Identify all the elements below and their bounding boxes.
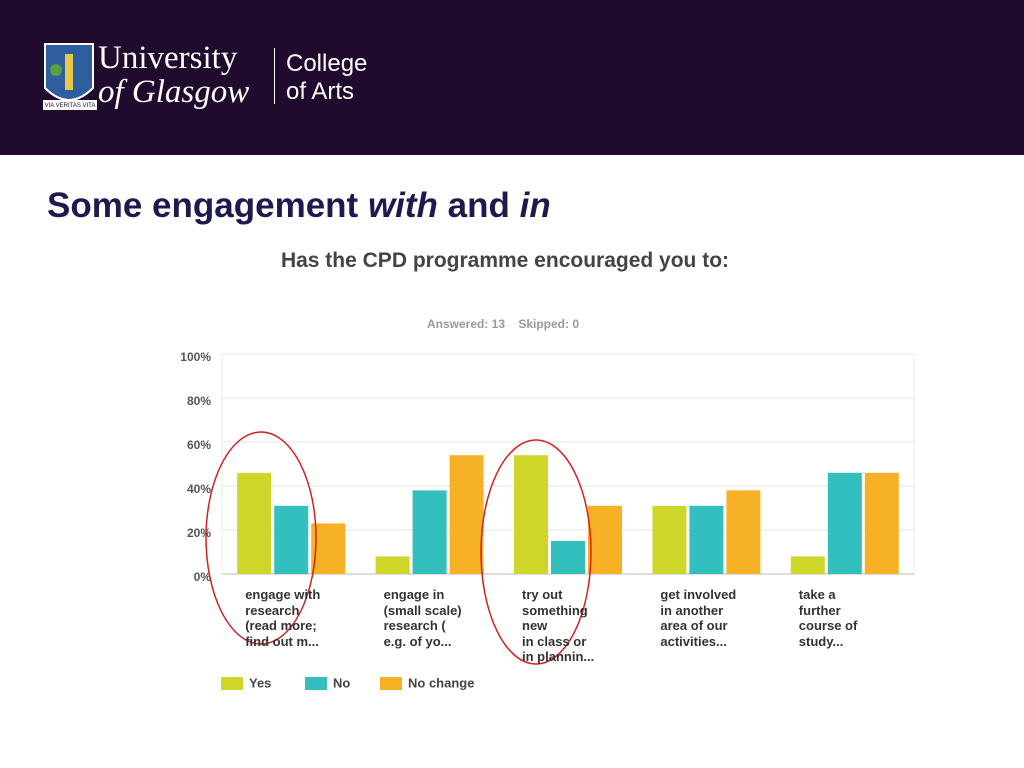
chart-title: Has the CPD programme encouraged you to: <box>280 249 730 272</box>
bar <box>237 472 272 574</box>
title-part: Some engagement <box>47 186 359 225</box>
divider <box>274 48 275 104</box>
legend-label: No change <box>408 675 474 690</box>
motto: VIA VERITAS VITA <box>45 103 96 109</box>
y-tick-label: 60% <box>187 438 211 452</box>
chart-subtitle: Answered: 13 Skipped: 0 <box>427 317 579 331</box>
bar <box>689 505 724 574</box>
crest: VIA VERITAS VITA <box>43 43 97 110</box>
college-line: of Arts <box>286 78 355 105</box>
bar <box>726 490 761 574</box>
bar <box>274 505 309 574</box>
legend-swatch <box>305 677 327 690</box>
bar <box>790 556 825 574</box>
legend-swatch <box>380 677 402 690</box>
bar <box>412 490 447 574</box>
y-tick-label: 0% <box>194 570 212 584</box>
legend-swatch <box>221 677 243 690</box>
bar <box>375 556 410 574</box>
x-tick-label: get involved in another area of our acti… <box>660 587 737 649</box>
x-tick-label: engage with research (read more; find ou… <box>245 587 321 649</box>
x-tick-label: engage in (small scale) research ( e.g. … <box>383 587 462 649</box>
university-line: of Glasgow <box>98 74 250 110</box>
header: VIA VERITAS VITA University of Glasgow C… <box>0 0 1024 155</box>
bar <box>551 541 585 574</box>
legend-label: Yes <box>249 675 271 690</box>
y-tick-label: 40% <box>187 482 211 496</box>
college-line: College <box>286 50 368 77</box>
slide-title: Some engagement with and in <box>47 186 551 226</box>
bar <box>652 505 687 574</box>
x-tick-label: take a further course of study... <box>798 587 858 649</box>
title-part: and <box>447 186 510 225</box>
chart-title-box: Has the CPD programme encouraged you to: <box>280 249 730 272</box>
university-line: University <box>98 40 238 76</box>
legend-label: No <box>333 675 350 690</box>
bar <box>588 505 622 574</box>
bar <box>311 523 346 574</box>
y-tick-label: 80% <box>187 394 211 408</box>
y-tick-label: 20% <box>187 526 211 540</box>
bar <box>514 455 548 574</box>
title-part: in <box>519 186 551 225</box>
y-tick-label: 100% <box>180 350 211 364</box>
bar <box>827 472 862 574</box>
bar <box>864 472 899 574</box>
bar <box>449 455 484 574</box>
title-part: with <box>367 186 438 225</box>
x-tick-label: try out something new in class or in pla… <box>522 587 595 664</box>
